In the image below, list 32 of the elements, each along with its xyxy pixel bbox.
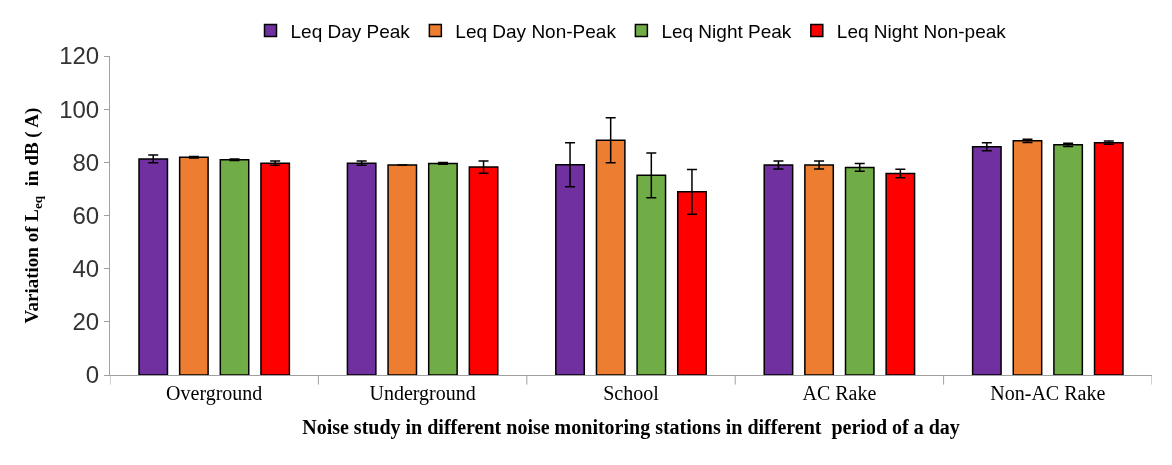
y-tick-label: 0: [85, 361, 100, 389]
bar: [1012, 140, 1043, 375]
y-tick-label: 60: [72, 201, 100, 229]
bar: [971, 145, 1002, 375]
y-tick-label: 100: [59, 95, 100, 123]
legend-label: Leq Day Peak: [290, 20, 411, 42]
bar: [219, 158, 250, 375]
bar: [427, 162, 458, 375]
bar: [1053, 144, 1084, 375]
legend-label: Leq Night Non-peak: [836, 20, 1007, 42]
x-tick-label: Underground: [369, 382, 476, 405]
y-tick-label: 40: [72, 255, 100, 283]
x-tick-label: AC Rake: [802, 382, 877, 404]
bar: [260, 162, 291, 375]
bar: [804, 164, 835, 375]
bar: [138, 158, 169, 375]
x-tick-label: Non-AC Rake: [990, 382, 1106, 404]
y-tick-label: 120: [59, 42, 100, 70]
bar: [178, 156, 209, 375]
bar: [763, 164, 794, 375]
x-tick-label: Overground: [166, 382, 263, 405]
y-tick-label: 20: [72, 308, 100, 336]
x-tick-label: School: [603, 382, 660, 404]
bar: [844, 166, 875, 375]
bar: [1093, 141, 1124, 375]
x-axis-title: Noise study in different noise monitoring stations in different period of a day: [302, 415, 960, 439]
y-tick-label: 80: [72, 148, 100, 176]
bar: [387, 164, 418, 375]
legend-label: Leq Day Non-Peak: [455, 20, 617, 42]
legend-label: Leq Night Peak: [661, 20, 792, 42]
bar: [885, 172, 916, 375]
bar: [346, 162, 377, 375]
